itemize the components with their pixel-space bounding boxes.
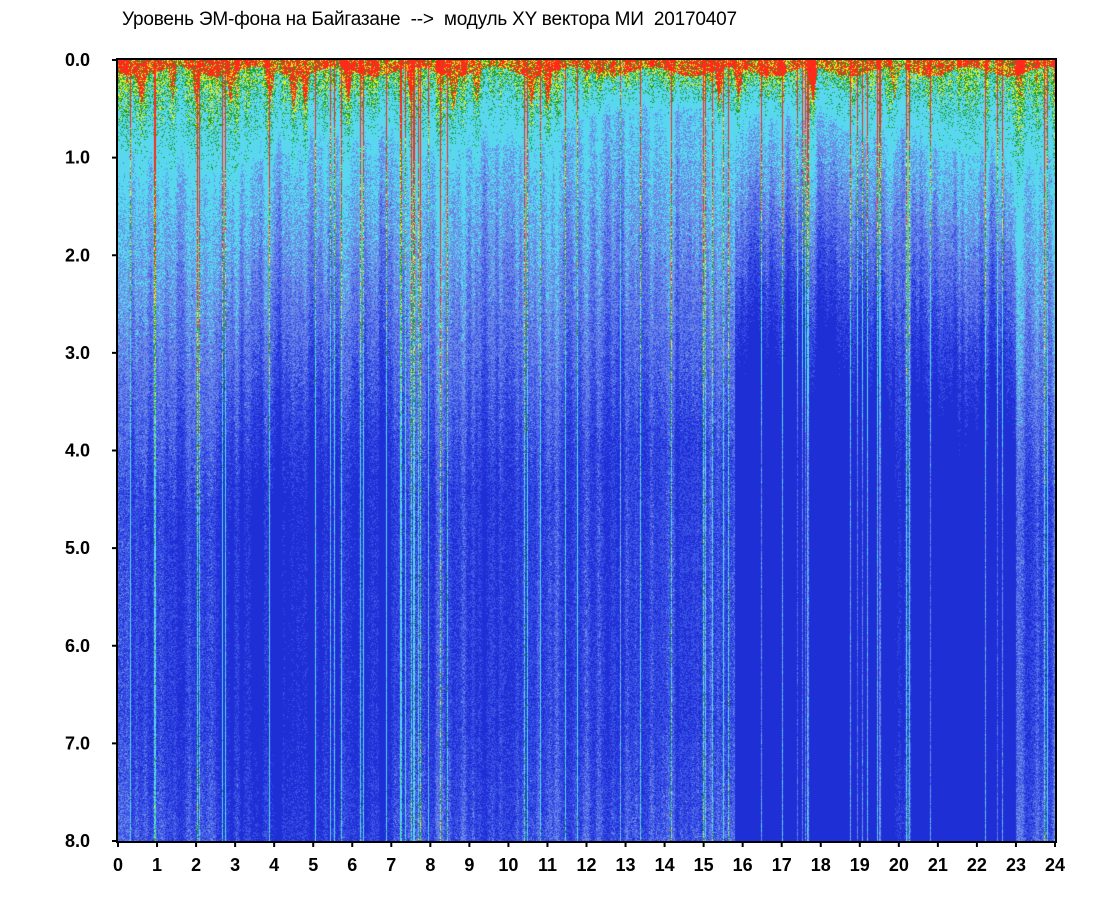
x-tick-label: 21 xyxy=(928,855,948,875)
x-tick-label: 10 xyxy=(498,855,518,875)
x-tick-label: 18 xyxy=(811,855,831,875)
x-tick-label: 8 xyxy=(425,855,435,875)
y-tick-label: 7.0 xyxy=(65,733,90,753)
x-tick-label: 7 xyxy=(386,855,396,875)
chart-title: Уровень ЭМ-фона на Байгазане --> модуль … xyxy=(122,9,737,30)
x-tick-label: 12 xyxy=(576,855,596,875)
x-tick-label: 22 xyxy=(967,855,987,875)
x-tick-label: 14 xyxy=(655,855,675,875)
x-tick-label: 11 xyxy=(538,855,557,875)
x-tick-label: 9 xyxy=(464,855,474,875)
y-tick-label: 5.0 xyxy=(65,538,90,558)
x-tick-label: 23 xyxy=(1006,855,1026,875)
x-tick-label: 4 xyxy=(269,855,279,875)
x-tick-label: 13 xyxy=(616,855,636,875)
y-tick-label: 6.0 xyxy=(65,636,90,656)
y-tick-label: 4.0 xyxy=(65,441,90,461)
x-tick-label: 17 xyxy=(772,855,792,875)
x-tick-label: 19 xyxy=(850,855,870,875)
y-tick-label: 2.0 xyxy=(65,245,90,265)
x-tick-label: 24 xyxy=(1045,855,1065,875)
y-tick-label: 0.0 xyxy=(65,50,90,70)
x-tick-label: 2 xyxy=(191,855,201,875)
heatmap-image xyxy=(118,60,1055,841)
x-tick-label: 6 xyxy=(347,855,357,875)
y-tick-label: 3.0 xyxy=(65,343,90,363)
y-tick-label: 8.0 xyxy=(65,831,90,851)
x-tick-label: 3 xyxy=(230,855,240,875)
x-tick-label: 20 xyxy=(889,855,909,875)
y-tick-label: 1.0 xyxy=(65,148,90,168)
x-tick-label: 5 xyxy=(308,855,318,875)
x-tick-label: 16 xyxy=(733,855,753,875)
x-tick-label: 0 xyxy=(113,855,123,875)
x-tick-label: 1 xyxy=(152,855,162,875)
x-tick-label: 15 xyxy=(694,855,714,875)
